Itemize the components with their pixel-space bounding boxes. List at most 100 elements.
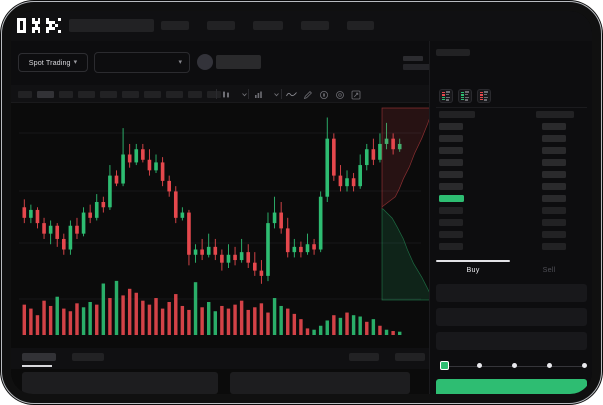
orderbook-bid-amount [542, 231, 566, 238]
orderbook-ask-row [439, 147, 463, 154]
orderbook-view-asks-icon[interactable] [477, 89, 491, 103]
market-type-label: Spot Trading [28, 58, 71, 67]
market-type-dropdown[interactable]: Spot Trading ▾ [18, 53, 88, 72]
interval-8[interactable] [166, 91, 183, 98]
trading-pair-selector[interactable]: ▾ [94, 52, 190, 73]
order-total-input[interactable] [436, 332, 587, 350]
interval-10[interactable] [207, 91, 221, 98]
slider-handle[interactable] [440, 361, 449, 370]
orders-tab-bar [11, 348, 429, 369]
stat-value [403, 63, 433, 70]
bottom-action-1[interactable] [349, 353, 379, 361]
candles-chevron-down-icon[interactable] [239, 89, 250, 100]
slider-step-dot[interactable] [511, 362, 517, 368]
divider [436, 107, 587, 108]
order-amount-input[interactable] [436, 308, 587, 326]
order-book-depth-area [381, 107, 429, 301]
orderbook-bid-row [439, 219, 463, 226]
orderbook-bid-amount [542, 207, 566, 214]
depth-chart-overlay [380, 106, 429, 304]
interval-5[interactable] [100, 91, 117, 98]
orderbook-view-bids-icon[interactable] [458, 89, 472, 103]
orderbook-view-both-icon[interactable] [439, 89, 453, 103]
interval-7[interactable] [144, 91, 161, 98]
orderbook-col-header-amount [536, 111, 574, 118]
place-buy-order-button[interactable] [436, 379, 587, 394]
tab-open-orders[interactable] [22, 353, 56, 361]
amount-percent-slider[interactable] [440, 361, 588, 371]
orderbook-ask-amount [542, 159, 566, 166]
slider-step-dot[interactable] [581, 362, 587, 368]
slider-step-dot[interactable] [476, 362, 482, 368]
indicators-icon[interactable] [253, 89, 264, 100]
orders-table-placeholder [22, 372, 218, 394]
buy-sell-tabs: Buy Sell [436, 260, 587, 282]
active-side-indicator [436, 260, 510, 262]
app-screen: Spot Trading ▾ ▾ [11, 11, 592, 394]
bottom-action-2[interactable] [395, 353, 425, 361]
nav-item-5[interactable] [347, 21, 374, 30]
indicators-chevron-down-icon[interactable] [271, 89, 282, 100]
settings-gear-icon[interactable] [334, 89, 345, 100]
nav-item-2[interactable] [207, 21, 235, 30]
interval-1[interactable] [18, 91, 32, 98]
app-header [11, 11, 592, 41]
market-subheader: Spot Trading ▾ ▾ [11, 41, 592, 85]
assets-panel-placeholder [230, 372, 410, 394]
okx-logo-icon[interactable] [17, 18, 61, 33]
candles-type-icon[interactable] [221, 89, 232, 100]
stat-24h-change [403, 56, 441, 70]
orderbook-ask-row [439, 171, 463, 178]
trade-sidebar: Buy Sell [429, 41, 592, 394]
orderbook-spread-row [439, 195, 464, 202]
line-study-icon[interactable] [286, 89, 297, 100]
nav-item-4[interactable] [301, 21, 329, 30]
orderbook-ask-amount [542, 183, 566, 190]
interval-9[interactable] [188, 91, 202, 98]
coin-avatar-icon [197, 54, 213, 70]
orderbook-ask-row [439, 183, 463, 190]
tab-order-history[interactable] [72, 353, 104, 361]
toolbar-divider [216, 89, 217, 99]
order-price-input[interactable] [436, 284, 587, 302]
interval-4[interactable] [78, 91, 95, 98]
orderbook-col-header-price [439, 111, 475, 118]
candlestick-chart [19, 117, 421, 300]
orderbook-ask-amount [542, 171, 566, 178]
interval-6[interactable] [122, 91, 139, 98]
orderbook-ask-row [439, 159, 463, 166]
interval-2[interactable] [37, 91, 54, 98]
active-tab-indicator [22, 365, 52, 367]
last-price-placeholder [216, 55, 261, 69]
orderbook-bid-row [439, 207, 463, 214]
slider-step-dot[interactable] [546, 362, 552, 368]
tab-sell[interactable]: Sell [542, 265, 556, 274]
orderbook-ask-amount [542, 123, 566, 130]
orderbook-title-placeholder [436, 49, 470, 56]
tab-buy[interactable]: Buy [466, 265, 480, 274]
orderbook-ask-amount [542, 135, 566, 142]
fullscreen-icon[interactable] [350, 89, 361, 100]
magnet-icon[interactable] [318, 89, 329, 100]
orderbook-bid-amount [542, 219, 566, 226]
chevron-down-icon: ▾ [73, 59, 78, 66]
toolbar-divider [281, 89, 282, 99]
orders-content [11, 369, 429, 394]
page-title-placeholder [69, 19, 154, 32]
orderbook-bid-row [439, 231, 463, 238]
chevron-down-icon: ▾ [178, 59, 182, 66]
toolbar-divider [248, 89, 249, 99]
nav-item-3[interactable] [253, 21, 283, 30]
orderbook-view-toggles [430, 85, 592, 107]
orderbook-spread-amount [542, 195, 566, 202]
drawing-pencil-icon[interactable] [302, 89, 313, 100]
price-chart[interactable] [11, 103, 429, 348]
interval-3[interactable] [59, 91, 73, 98]
orderbook-ask-amount [542, 147, 566, 154]
stat-label [403, 56, 423, 61]
volume-histogram [22, 280, 402, 335]
nav-item-1[interactable] [161, 21, 189, 30]
orderbook-bid-amount [542, 243, 566, 250]
orderbook-ask-row [439, 123, 463, 130]
